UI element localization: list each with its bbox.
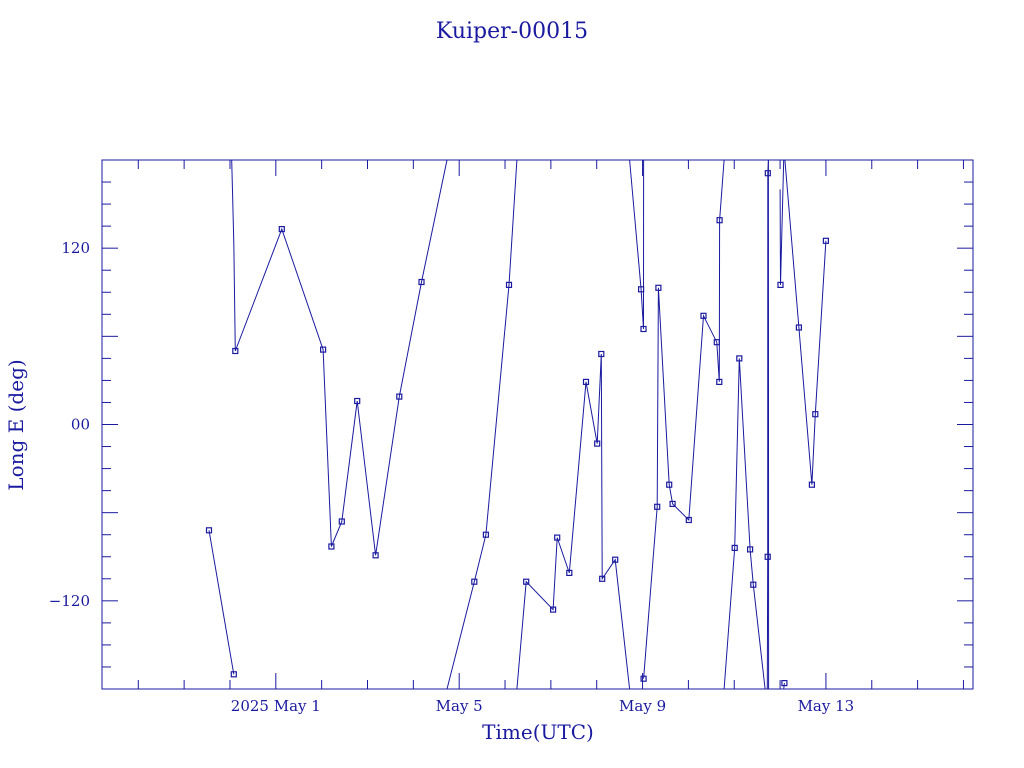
series-line-segment [784, 159, 827, 485]
data-point [731, 544, 738, 552]
data-point [764, 553, 771, 560]
data-point [554, 534, 561, 541]
data-point [278, 226, 285, 233]
series-points [205, 170, 830, 687]
data-point [822, 237, 830, 244]
data-point [669, 500, 676, 507]
x-axis-label: Time(UTC) [482, 720, 594, 744]
data-point [232, 347, 239, 355]
data-point [418, 278, 425, 286]
data-point [781, 679, 788, 687]
data-point [654, 503, 661, 510]
chart-title: Kuiper-00015 [436, 19, 588, 44]
data-point [523, 578, 530, 585]
data-point [655, 284, 662, 291]
axis-ticks [102, 160, 973, 689]
data-point [598, 350, 605, 358]
series-lines [208, 159, 827, 690]
data-point [764, 170, 771, 177]
data-point [716, 378, 723, 385]
y-axis-label: Long E (deg) [4, 359, 28, 490]
series-line-segment [779, 159, 785, 285]
series-line-segment [516, 353, 631, 690]
x-tick-label: May 13 [798, 697, 855, 715]
data-point [612, 556, 619, 563]
data-point [566, 569, 573, 577]
data-point [795, 324, 803, 331]
data-point [700, 312, 707, 319]
data-point [471, 578, 478, 585]
data-point [205, 527, 213, 534]
series-line-segment [629, 159, 645, 330]
y-tick-label: 00 [71, 416, 90, 434]
x-tick-label: May 9 [619, 697, 666, 715]
data-point [640, 325, 647, 333]
data-point [354, 397, 361, 405]
data-point [230, 671, 237, 678]
data-point [808, 481, 816, 488]
data-point [685, 516, 692, 524]
plot-frame [101, 159, 974, 690]
x-tick-label: 2025 May 1 [231, 697, 321, 715]
data-point [777, 281, 784, 288]
series-line-segment [208, 530, 235, 675]
data-point [338, 518, 345, 525]
tick-labels: 2025 May 1 May 5 May 9 May 13 120 00 −120 [49, 239, 854, 715]
data-point [666, 481, 673, 488]
series-line-segment [643, 159, 725, 679]
data-point [736, 355, 743, 362]
data-point [812, 411, 819, 418]
data-point [372, 552, 379, 559]
data-point [582, 378, 590, 385]
data-point [549, 606, 557, 613]
data-point [640, 675, 647, 682]
x-tick-label: May 5 [436, 697, 483, 715]
series-line-segment [231, 159, 448, 556]
data-point [482, 531, 489, 538]
series-line-segment [446, 159, 518, 690]
y-tick-label: −120 [49, 592, 90, 610]
data-point [713, 339, 720, 346]
series-line-segment [723, 358, 766, 690]
data-point [328, 543, 335, 550]
data-point [637, 286, 645, 293]
data-point [716, 217, 723, 224]
data-point [746, 546, 754, 553]
data-point [599, 575, 606, 582]
data-point [505, 281, 513, 288]
data-point [320, 346, 327, 353]
data-point [396, 393, 403, 400]
y-tick-label: 120 [61, 239, 90, 257]
data-point [750, 581, 757, 588]
data-point [594, 440, 601, 447]
